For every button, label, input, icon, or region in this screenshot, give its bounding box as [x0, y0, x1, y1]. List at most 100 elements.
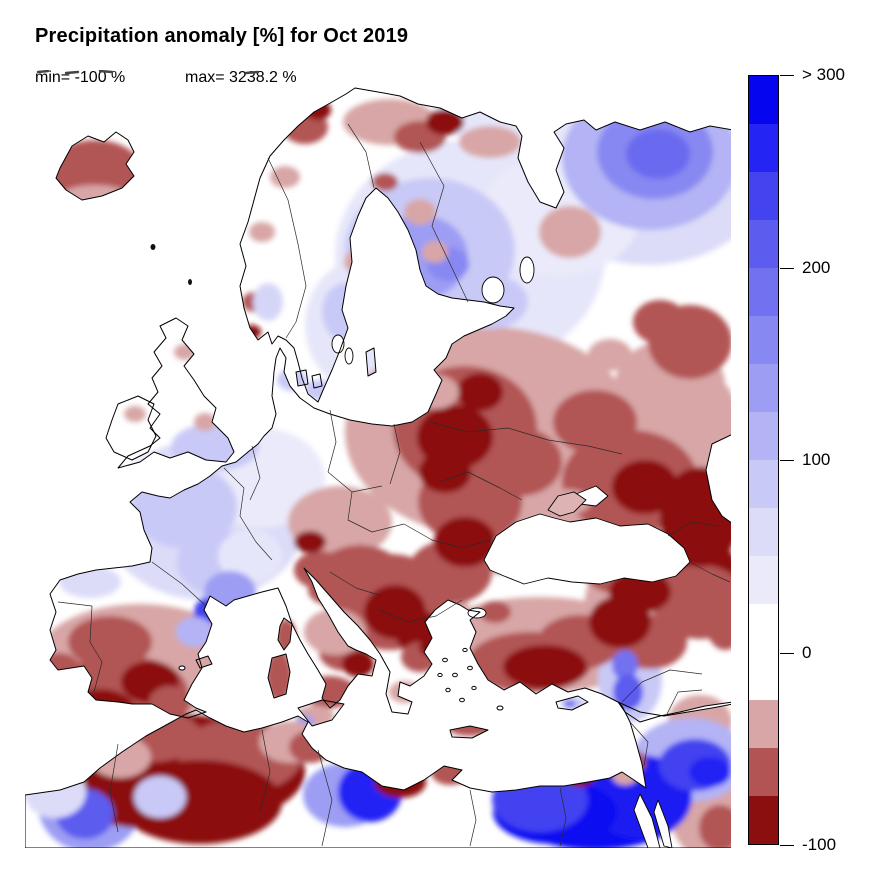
colorbar-segment [749, 748, 778, 796]
anomaly-blob [431, 759, 469, 785]
anomaly-blob [171, 423, 259, 471]
colorbar-tick-mark [780, 460, 794, 461]
anomaly-blob [59, 566, 121, 598]
anomaly-blob [419, 451, 471, 493]
anomaly-blob [64, 689, 136, 735]
anomaly-blob [379, 287, 417, 317]
anomaly-blob [434, 517, 496, 567]
colorbar-tick-mark [780, 652, 794, 654]
colorbar-segment [749, 460, 778, 508]
anomaly-blob [426, 109, 464, 135]
colorbar-segment [749, 700, 778, 748]
lake-onega [519, 256, 535, 284]
anomaly-blob [479, 601, 511, 623]
colorbar-segment [749, 124, 778, 172]
gulf-of-aqaba [653, 799, 673, 848]
page-title: Precipitation anomaly [%] for Oct 2019 [35, 25, 409, 47]
anomaly-blob [390, 338, 426, 362]
anomaly-blob [705, 590, 731, 650]
lake-vattern [344, 347, 354, 365]
inner-seas [331, 256, 691, 848]
anomaly-blob [389, 332, 441, 364]
anomaly-blob [459, 126, 521, 158]
anomaly-blob [503, 645, 587, 689]
colorbar-segment [749, 364, 778, 412]
colorbar [748, 75, 779, 845]
colorbar-tick-mark [780, 75, 794, 76]
colorbar-tick-label: -100 [802, 835, 837, 854]
anomaly-blob [413, 375, 459, 409]
colorbar-segment [749, 508, 778, 556]
lake-ladoga [481, 276, 505, 304]
anomaly-blob [266, 651, 292, 701]
anomaly-blob [588, 339, 632, 371]
anomaly-blob [609, 732, 631, 748]
anomaly-blob [25, 766, 86, 818]
anomaly-blob [478, 428, 562, 496]
colorbar-tick-label: > 300 [802, 65, 846, 84]
anomaly-blob [149, 686, 191, 718]
colorbar-segment [749, 796, 778, 844]
anomaly-blob [633, 300, 687, 344]
anomaly-blob [613, 674, 643, 710]
colorbar-segment [749, 412, 778, 460]
anomaly-blob [457, 373, 503, 411]
colorbar-tick-label: 0 [802, 642, 812, 662]
anomaly-blob [253, 283, 283, 321]
anomaly-blob [34, 653, 86, 711]
black-sea [483, 513, 691, 585]
anomaly-blob [492, 768, 588, 832]
anomaly-blob [404, 199, 436, 225]
anomaly-blob [305, 260, 415, 390]
colorbar-segment [749, 604, 778, 652]
max-value-label: max= 3238.2 % [185, 69, 297, 86]
anomaly-blob [124, 406, 146, 422]
min-value-label: min= -100 % [35, 69, 126, 86]
map-top-fragments [36, 70, 260, 75]
anomaly-blob [304, 609, 366, 655]
colorbar-tick-mark [780, 845, 794, 846]
anomaly-blob [344, 249, 376, 275]
anomaly-blob [134, 776, 186, 818]
anomaly-blob [448, 720, 492, 736]
colorbar-segment [749, 316, 778, 364]
colorbar-segment [749, 172, 778, 220]
colorbar-segment [749, 652, 778, 700]
anomaly-blob [372, 173, 398, 191]
crimea-peninsula [547, 491, 587, 517]
colorbar-segment [749, 220, 778, 268]
anomaly-blob [243, 325, 261, 339]
anomaly-blob [204, 571, 256, 613]
anomaly-blob [270, 166, 300, 188]
anomaly-blob [566, 769, 594, 787]
anomaly-blob [194, 413, 216, 431]
anomaly-blob [342, 651, 374, 677]
anomaly-blob [612, 460, 678, 514]
red-sea [633, 793, 661, 848]
anomaly-blob [68, 616, 152, 668]
anomaly-blob [176, 617, 214, 647]
anomaly-blob [89, 736, 151, 778]
anomaly-blob [249, 222, 275, 242]
anomaly-blob [564, 700, 576, 708]
anomaly-blob [374, 766, 426, 798]
anomaly-blob [689, 757, 731, 787]
anomaly-blob [539, 206, 601, 258]
colorbar-segment [749, 268, 778, 316]
colorbar-segment [749, 556, 778, 604]
anomaly-blob [57, 710, 103, 742]
anomaly-blob [47, 140, 143, 204]
anomaly-blob [626, 129, 690, 179]
colorbar-tick-label: 100 [802, 450, 831, 469]
small-islands [178, 647, 504, 711]
country-borders [57, 123, 731, 847]
anomaly-blob [699, 805, 731, 848]
anomaly-blob [218, 530, 282, 582]
anomaly-blob [289, 731, 331, 763]
sea-of-marmara [467, 607, 487, 619]
colorbar-tick-label: 200 [802, 257, 831, 277]
anomaly-blob [612, 650, 638, 680]
anomaly-blob [294, 531, 326, 553]
